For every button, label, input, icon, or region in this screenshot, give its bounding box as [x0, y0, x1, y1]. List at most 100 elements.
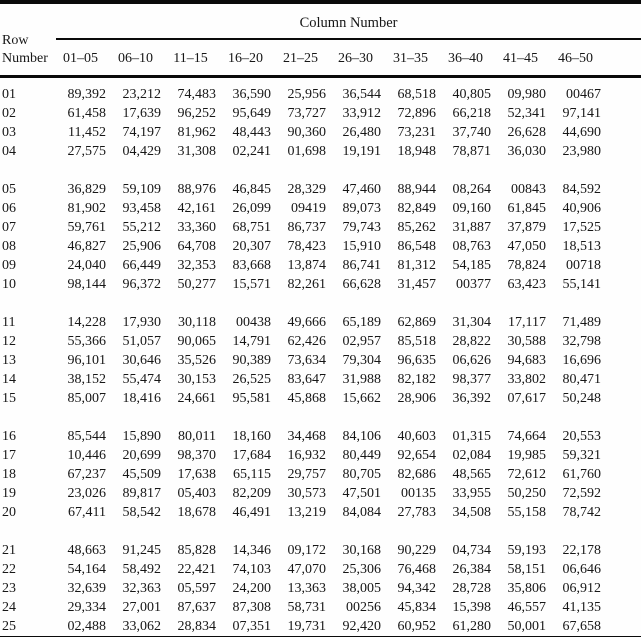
value-cell: 54,164 — [67, 562, 107, 577]
value-cell: 92,654 — [397, 448, 437, 463]
filler-cell — [606, 351, 641, 370]
value-cell: 50,001 — [507, 619, 547, 634]
value-cell: 22,178 — [562, 543, 602, 558]
group-spacer-cell — [0, 522, 641, 541]
value-cell: 30,118 — [178, 315, 216, 330]
value-cell: 13,874 — [287, 258, 327, 273]
value-cell: 74,103 — [232, 562, 272, 577]
value-cell: 46,491 — [232, 505, 272, 520]
value-cell: 08,763 — [452, 239, 492, 254]
value-cell: 33,360 — [177, 220, 217, 235]
group-spacer-row — [0, 408, 641, 427]
value-cell: 96,101 — [67, 353, 107, 368]
table-row: 20 67,411 58,542 18,678 46,491 13,219 84,084 27… — [0, 503, 641, 522]
filler-cell — [606, 142, 641, 161]
value-cell: 65,115 — [233, 467, 271, 482]
table-row: 14 38,152 55,474 30,153 26,525 83,647 31,988 82… — [0, 370, 641, 389]
value-cell: 48,663 — [67, 543, 107, 558]
value-cell: 94,683 — [507, 353, 547, 368]
value-cell: 85,262 — [397, 220, 437, 235]
row-label: 15 — [2, 391, 16, 406]
value-cell: 31,304 — [452, 315, 492, 330]
value-cell: 06,912 — [562, 581, 602, 596]
value-cell: 05,597 — [177, 581, 217, 596]
value-cell: 72,612 — [507, 467, 547, 482]
table-row: 11 14,228 17,930 30,118 00438 49,666 65,189 62,… — [0, 313, 641, 332]
value-cell: 27,001 — [122, 600, 162, 615]
filler-cell — [606, 237, 641, 256]
row-label: 20 — [2, 505, 16, 520]
value-cell: 17,117 — [508, 315, 546, 330]
value-cell: 13,363 — [287, 581, 327, 596]
value-cell: 25,906 — [122, 239, 162, 254]
value-cell: 18,513 — [562, 239, 602, 254]
value-cell: 29,757 — [287, 467, 327, 482]
value-cell: 15,398 — [452, 600, 492, 615]
column-header: 26–30 — [331, 39, 386, 78]
value-cell: 30,588 — [507, 334, 547, 349]
value-cell: 09,172 — [287, 543, 327, 558]
value-cell: 96,372 — [122, 277, 162, 292]
filler-cell — [606, 332, 641, 351]
value-cell: 00843 — [511, 182, 546, 197]
value-cell: 33,802 — [507, 372, 547, 387]
value-cell: 26,480 — [342, 125, 382, 140]
value-cell: 10,446 — [67, 448, 107, 463]
value-cell: 61,458 — [67, 106, 107, 121]
row-number-header-line2: Number — [2, 51, 48, 66]
table-row: 15 85,007 18,416 24,661 95,581 45,868 15,662 28… — [0, 389, 641, 408]
value-cell: 40,906 — [562, 201, 602, 216]
value-cell: 58,542 — [122, 505, 162, 520]
value-cell: 48,443 — [232, 125, 272, 140]
group-spacer-row — [0, 294, 641, 313]
value-cell: 96,252 — [177, 106, 217, 121]
value-cell: 44,690 — [562, 125, 602, 140]
value-cell: 83,647 — [287, 372, 327, 387]
filler-cell — [606, 598, 641, 617]
value-cell: 26,525 — [232, 372, 272, 387]
value-cell: 72,896 — [397, 106, 437, 121]
value-cell: 54,185 — [452, 258, 492, 273]
group-spacer-row — [0, 161, 641, 180]
row-label: 14 — [2, 372, 16, 387]
value-cell: 34,508 — [452, 505, 492, 520]
value-cell: 15,571 — [232, 277, 272, 292]
value-cell: 30,646 — [122, 353, 162, 368]
value-cell: 68,751 — [232, 220, 272, 235]
value-cell: 33,955 — [452, 486, 492, 501]
value-cell: 98,144 — [67, 277, 107, 292]
value-cell: 66,449 — [122, 258, 162, 273]
row-label: 07 — [2, 220, 16, 235]
value-cell: 61,760 — [562, 467, 602, 482]
value-cell: 45,834 — [397, 600, 437, 615]
value-cell: 01,315 — [452, 429, 492, 444]
filler-cell — [606, 199, 641, 218]
value-cell: 06,646 — [562, 562, 602, 577]
value-cell: 78,423 — [287, 239, 327, 254]
row-label: 02 — [2, 106, 16, 121]
value-cell: 17,930 — [122, 315, 162, 330]
table-row: 07 59,761 55,212 33,360 68,751 86,737 79,743 85… — [0, 218, 641, 237]
value-cell: 90,065 — [177, 334, 217, 349]
value-cell: 78,742 — [562, 505, 602, 520]
row-label: 08 — [2, 239, 16, 254]
value-cell: 37,879 — [507, 220, 547, 235]
table-row: 02 61,458 17,639 96,252 95,649 73,727 33,912 72… — [0, 104, 641, 123]
value-cell: 18,160 — [232, 429, 272, 444]
table-row: 09 24,040 66,449 32,353 83,668 13,874 86,741 81… — [0, 256, 641, 275]
row-label: 25 — [2, 619, 16, 634]
value-cell: 01,698 — [287, 144, 327, 159]
value-cell: 82,686 — [397, 467, 437, 482]
value-cell: 61,280 — [452, 619, 492, 634]
filler-cell — [606, 123, 641, 142]
value-cell: 28,329 — [287, 182, 327, 197]
value-cell: 31,308 — [177, 144, 217, 159]
value-cell: 98,370 — [177, 448, 217, 463]
row-label: 24 — [2, 600, 16, 615]
column-number-header: Column Number — [56, 2, 641, 40]
value-cell: 72,592 — [562, 486, 602, 501]
value-cell: 46,827 — [67, 239, 107, 254]
value-cell: 85,544 — [67, 429, 107, 444]
column-header: 46–50 — [551, 39, 606, 78]
